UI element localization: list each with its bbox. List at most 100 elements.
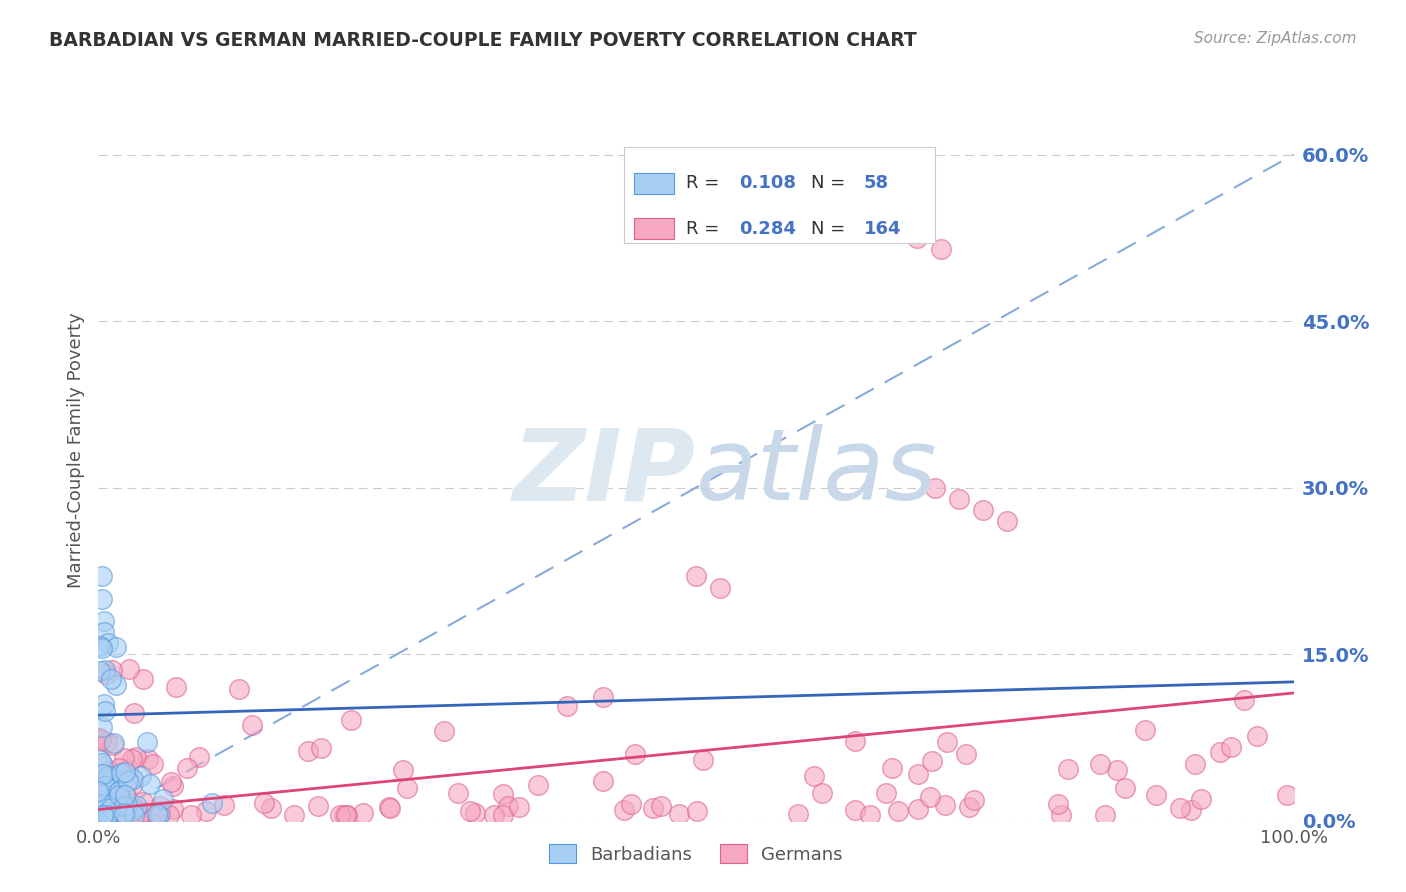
Point bbox=[89, 664, 111, 678]
Point bbox=[145, 808, 167, 822]
Point bbox=[339, 713, 361, 727]
Point bbox=[114, 808, 136, 822]
Point bbox=[96, 793, 118, 807]
Point bbox=[100, 779, 122, 793]
Point bbox=[124, 802, 146, 816]
Point bbox=[955, 747, 977, 761]
Point bbox=[907, 767, 929, 781]
Point bbox=[132, 795, 155, 809]
Point bbox=[1232, 693, 1254, 707]
Point bbox=[149, 807, 172, 822]
Point bbox=[101, 739, 124, 753]
Point bbox=[94, 796, 117, 810]
Point bbox=[1105, 763, 1128, 777]
Point bbox=[108, 802, 131, 816]
Point bbox=[96, 787, 118, 801]
Point bbox=[787, 806, 810, 821]
Point bbox=[125, 806, 148, 821]
Point bbox=[176, 761, 198, 775]
Point bbox=[98, 799, 121, 814]
Point bbox=[492, 787, 515, 801]
Point bbox=[283, 808, 305, 822]
Point bbox=[811, 785, 834, 799]
Point bbox=[526, 779, 548, 793]
Point bbox=[96, 735, 118, 749]
Point bbox=[307, 798, 329, 813]
Y-axis label: Married-Couple Family Poverty: Married-Couple Family Poverty bbox=[66, 312, 84, 589]
Point bbox=[1094, 808, 1116, 822]
Point bbox=[114, 764, 136, 779]
Point bbox=[107, 799, 129, 814]
Point bbox=[93, 663, 115, 677]
Point bbox=[165, 680, 187, 694]
Point bbox=[1220, 739, 1243, 754]
Point bbox=[380, 801, 402, 815]
Point bbox=[91, 793, 114, 807]
Point bbox=[948, 491, 970, 506]
Point bbox=[94, 667, 117, 681]
Point bbox=[929, 242, 952, 256]
Point bbox=[125, 798, 148, 813]
Point bbox=[492, 808, 515, 822]
Point bbox=[149, 806, 172, 821]
Point bbox=[103, 736, 125, 750]
Point bbox=[624, 747, 647, 761]
Point bbox=[460, 804, 482, 818]
Point bbox=[91, 767, 114, 781]
Point bbox=[352, 805, 374, 820]
Point bbox=[96, 764, 118, 779]
Point bbox=[105, 808, 128, 822]
Point bbox=[139, 807, 162, 822]
Point bbox=[392, 763, 415, 777]
Point bbox=[96, 793, 118, 807]
Point bbox=[152, 792, 174, 806]
Point bbox=[87, 797, 110, 812]
Point bbox=[148, 808, 170, 822]
Point bbox=[880, 761, 903, 775]
Point bbox=[924, 481, 946, 495]
Point bbox=[709, 581, 731, 595]
Point bbox=[934, 798, 956, 813]
Point bbox=[464, 805, 486, 820]
Point bbox=[692, 753, 714, 767]
Point bbox=[98, 764, 121, 779]
Point bbox=[685, 569, 707, 583]
Point bbox=[115, 788, 138, 802]
Point bbox=[972, 503, 994, 517]
Point bbox=[121, 804, 143, 818]
Point bbox=[803, 769, 825, 783]
Point bbox=[121, 772, 143, 786]
Point bbox=[117, 762, 139, 776]
Point bbox=[907, 802, 929, 816]
Point bbox=[112, 750, 135, 764]
Point bbox=[89, 808, 111, 822]
Point bbox=[100, 801, 122, 815]
Point bbox=[90, 756, 112, 770]
Point bbox=[91, 640, 114, 655]
Point bbox=[377, 800, 399, 814]
Point bbox=[122, 803, 145, 817]
Point bbox=[120, 807, 142, 822]
Point bbox=[89, 731, 111, 745]
Point bbox=[844, 803, 866, 817]
Point bbox=[1050, 808, 1073, 822]
Point bbox=[957, 800, 980, 814]
Point bbox=[111, 795, 134, 809]
Point bbox=[433, 724, 456, 739]
Point bbox=[94, 805, 117, 820]
Point bbox=[91, 758, 114, 772]
Point bbox=[96, 808, 118, 822]
Point bbox=[1114, 780, 1136, 795]
Point bbox=[96, 782, 118, 797]
Point bbox=[105, 640, 128, 654]
Point bbox=[115, 808, 138, 822]
Point bbox=[1056, 762, 1078, 776]
Point bbox=[117, 798, 139, 813]
Point bbox=[89, 639, 111, 653]
Point bbox=[1209, 745, 1232, 759]
Point bbox=[612, 803, 634, 817]
Point bbox=[94, 779, 117, 793]
Point bbox=[935, 734, 957, 748]
Text: BARBADIAN VS GERMAN MARRIED-COUPLE FAMILY POVERTY CORRELATION CHART: BARBADIAN VS GERMAN MARRIED-COUPLE FAMIL… bbox=[49, 31, 917, 50]
Point bbox=[98, 797, 121, 811]
